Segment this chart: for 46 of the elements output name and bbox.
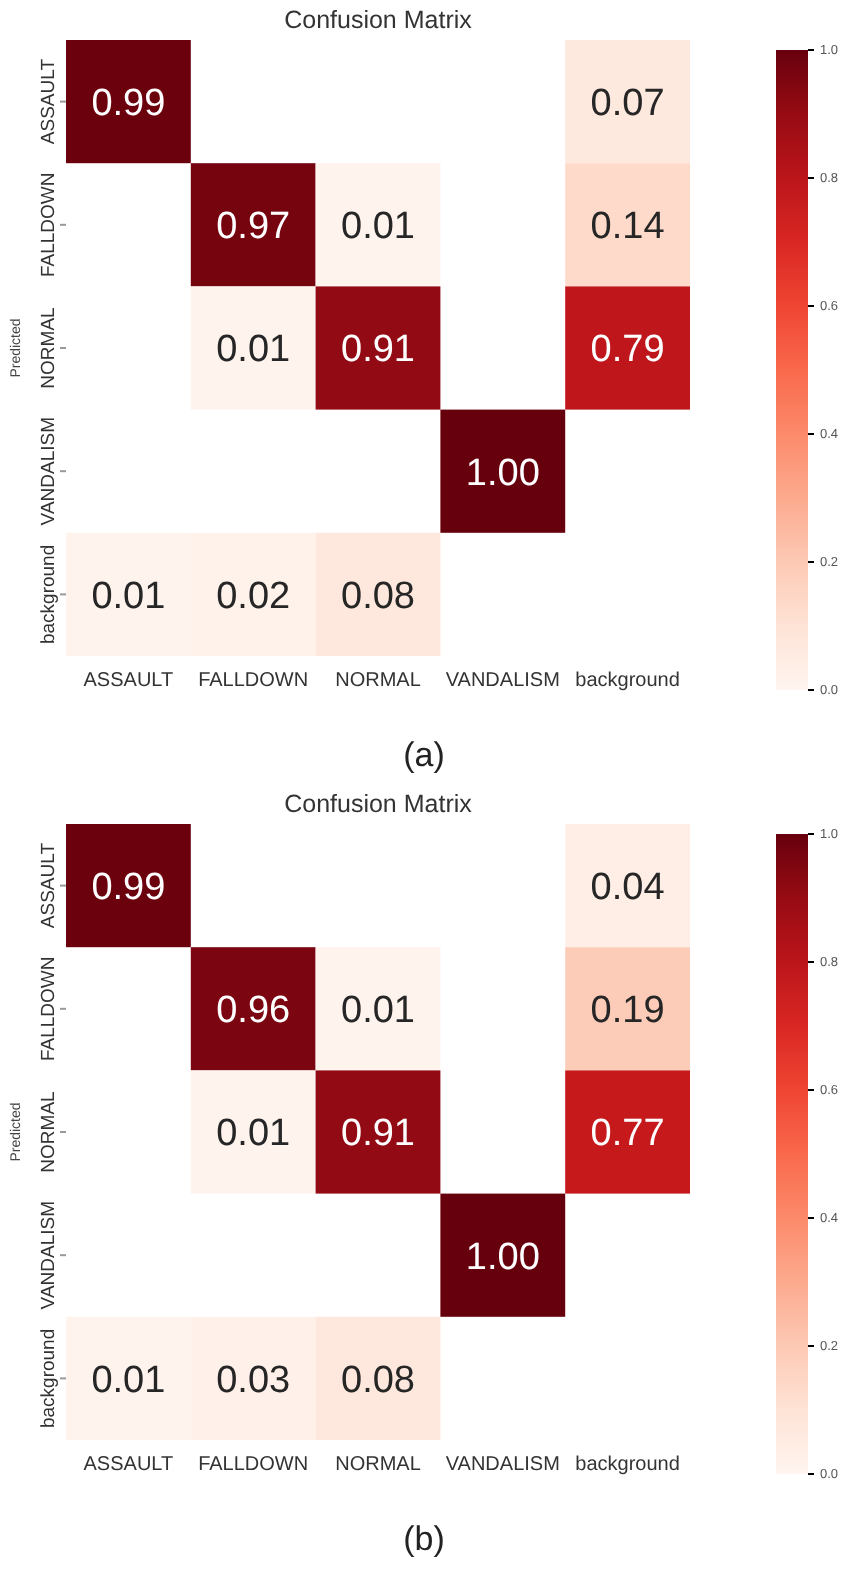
chart-title: Confusion Matrix (284, 790, 474, 818)
x-tick-label: ASSAULT (83, 1454, 174, 1476)
chart-title: Confusion Matrix (284, 6, 474, 34)
data-label: 1.00 (465, 452, 540, 495)
y-tick-label: NORMAL (38, 1091, 60, 1173)
x-tick-label: NORMAL (335, 670, 422, 692)
data-label: 0.99 (91, 866, 166, 909)
x-tick-label: background (575, 670, 680, 692)
data-label: 0.01 (91, 1359, 166, 1402)
data-label: 0.07 (590, 82, 665, 125)
data-label: 0.08 (341, 1359, 415, 1402)
data-label: 0.19 (590, 990, 665, 1033)
data-label: 0.99 (91, 82, 166, 125)
text: (a) (403, 736, 445, 774)
data-label: 0.04 (590, 866, 666, 909)
data-label: 0.91 (341, 1113, 415, 1156)
y-tick-label: FALLDOWN (38, 956, 60, 1062)
text: (b) (403, 1520, 445, 1558)
data-label: 0.01 (91, 575, 166, 618)
data-label: 0.91 (341, 329, 415, 372)
x-tick-label: NORMAL (335, 1454, 422, 1476)
y-tick-label: VANDALISM (38, 1200, 60, 1310)
data-label: 0.77 (590, 1113, 665, 1156)
x-tick-label: VANDALISM (445, 670, 560, 692)
data-label: 0.01 (216, 1113, 291, 1156)
x-tick-label: ASSAULT (83, 670, 174, 692)
data-label: 0.08 (341, 575, 415, 618)
data-label: 0.03 (216, 1359, 291, 1402)
data-label: 0.97 (216, 206, 291, 249)
y-tick-label: ASSAULT (38, 842, 60, 929)
x-tick-label: FALLDOWN (198, 670, 309, 692)
y-tick-label: NORMAL (38, 307, 60, 389)
data-label: 1.00 (465, 1236, 540, 1279)
y-tick-label: VANDALISM (38, 416, 60, 526)
y-tick-label: ASSAULT (38, 58, 60, 145)
x-tick-label: VANDALISM (445, 1454, 560, 1476)
data-label: 0.01 (341, 990, 415, 1033)
data-label: 0.01 (341, 206, 415, 249)
data-label: 0.79 (590, 329, 665, 372)
y-tick-label: FALLDOWN (38, 172, 60, 278)
data-label: 0.96 (216, 990, 291, 1033)
data-label: 0.01 (216, 329, 291, 372)
x-tick-label: background (575, 1454, 680, 1476)
data-label: 0.02 (216, 575, 291, 618)
data-label: 0.14 (590, 206, 666, 249)
x-tick-label: FALLDOWN (198, 1454, 309, 1476)
